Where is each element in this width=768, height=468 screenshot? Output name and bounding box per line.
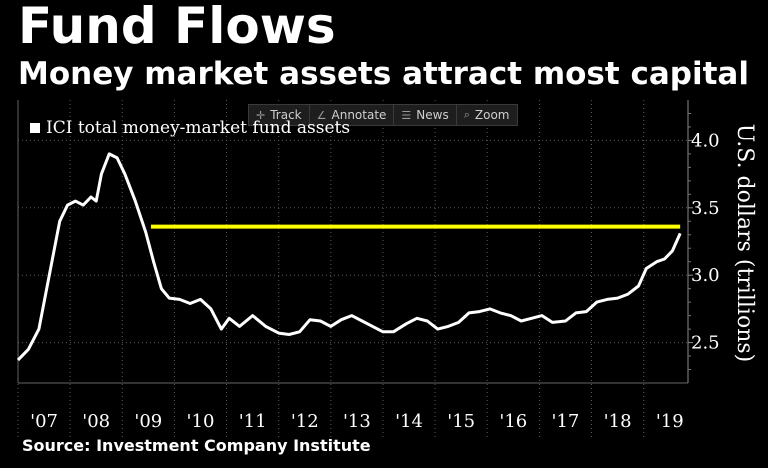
x-tick-label: '14 (395, 411, 423, 432)
news-icon: ☰ (401, 108, 412, 122)
news-button[interactable]: ☰ News (394, 105, 457, 125)
plot-area (16, 152, 682, 362)
y-tick-label: 2.5 (691, 333, 720, 354)
legend-label: ICI total money-market fund assets (46, 118, 351, 138)
x-tick-label: '13 (343, 411, 371, 432)
x-tick-label: '09 (134, 411, 162, 432)
x-tick-label: '19 (656, 411, 684, 432)
annotate-label: Annotate (331, 108, 387, 122)
y-tick-label: 4.0 (691, 130, 720, 151)
gridlines (17, 100, 688, 440)
legend: ICI total money-market fund assets (30, 118, 350, 138)
magnifier-icon: ⌕ (463, 108, 470, 121)
legend-swatch (30, 123, 40, 133)
track-label: Track (270, 108, 302, 122)
x-tick-label: '08 (82, 411, 110, 432)
chart-title: Fund Flows (18, 0, 336, 55)
series-line (16, 152, 682, 362)
y-axis-ticks: 2.5 3.0 3.5 4.0 (688, 112, 720, 371)
x-tick-label: '18 (604, 411, 632, 432)
x-axis-ticks: '07 '08 '09 '10 '11 '12 '13 '14 '15 '16 '17 '18 '19 (30, 411, 684, 432)
x-tick-label: '16 (499, 411, 527, 432)
zoom-button[interactable]: ⌕ Zoom (457, 105, 517, 125)
x-tick-label: '07 (30, 411, 58, 432)
track-button[interactable]: ✛ Track (249, 105, 310, 125)
pencil-icon: ∠ (316, 108, 327, 122)
annotate-button[interactable]: ∠ Annotate (310, 105, 395, 125)
zoom-label: Zoom (474, 108, 510, 122)
y-tick-label: 3.0 (691, 265, 720, 286)
x-tick-label: '17 (552, 411, 580, 432)
y-tick-label: 3.5 (691, 198, 720, 219)
source-note: Source: Investment Company Institute (22, 436, 371, 455)
chart-subtitle: Money market assets attract most capital (18, 56, 749, 92)
news-label: News (416, 108, 449, 122)
y-axis-label: U.S. dollars (trillions) (732, 124, 757, 362)
chart-toolbar: ✛ Track ∠ Annotate ☰ News ⌕ Zoom (248, 104, 518, 126)
x-tick-label: '10 (187, 411, 215, 432)
x-tick-label: '15 (447, 411, 475, 432)
x-tick-label: '11 (239, 411, 267, 432)
x-tick-label: '12 (291, 411, 319, 432)
crosshair-icon: ✛ (256, 108, 266, 122)
